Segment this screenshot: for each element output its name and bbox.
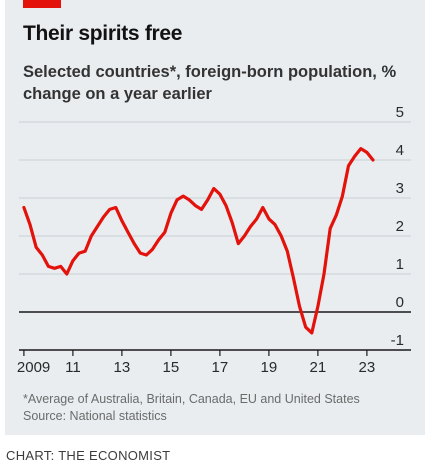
y-tick-label: -1 <box>391 332 404 349</box>
footnote-block: *Average of Australia, Britain, Canada, … <box>23 391 360 425</box>
chart-title: Their spirits free <box>23 22 183 45</box>
economist-red-tag <box>23 0 61 8</box>
x-tick-label: 19 <box>261 359 278 376</box>
y-axis-ticks: -1 0 1 2 3 4 5 <box>391 104 404 349</box>
y-tick-label: 4 <box>396 142 404 159</box>
series-line <box>22 147 375 335</box>
x-tick-label: 21 <box>310 359 327 376</box>
source-text: Source: National statistics <box>23 409 167 423</box>
grid-lines <box>19 121 411 351</box>
chart-card: Their spirits free Selected countries*, … <box>5 0 425 435</box>
y-tick-label: 1 <box>396 256 404 273</box>
x-tick-label: 11 <box>65 359 81 376</box>
x-tick-label: 2009 <box>17 359 50 376</box>
y-tick-label: 0 <box>396 294 404 311</box>
y-tick-label: 5 <box>396 104 404 121</box>
y-tick-label: 2 <box>396 218 404 235</box>
x-tick-label: 13 <box>114 359 131 376</box>
chart-credit: CHART: THE ECONOMIST <box>6 448 171 463</box>
footnote-text: *Average of Australia, Britain, Canada, … <box>23 392 360 406</box>
x-tick-label: 23 <box>359 359 376 376</box>
chart-subtitle: Selected countries*, foreign-born popula… <box>23 63 397 103</box>
x-tick-label: 15 <box>163 359 180 376</box>
x-tick-label: 17 <box>212 359 229 376</box>
y-tick-label: 3 <box>396 180 404 197</box>
x-axis-ticks: 2009 11 13 15 17 19 21 23 <box>17 350 375 376</box>
